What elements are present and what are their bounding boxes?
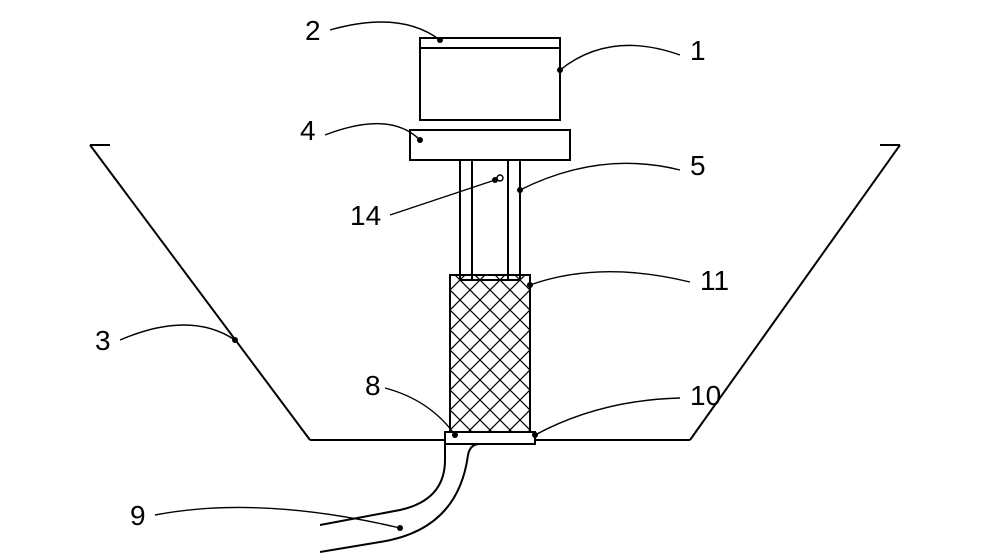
label-14: 14 bbox=[350, 200, 381, 231]
base-plate bbox=[445, 432, 535, 444]
label-10: 10 bbox=[690, 380, 721, 411]
leader-end-4 bbox=[417, 137, 423, 143]
mid-band bbox=[410, 130, 570, 160]
label-3: 3 bbox=[95, 325, 111, 356]
callout-labels: 2145141138109 bbox=[95, 15, 729, 531]
leader-10 bbox=[535, 398, 680, 435]
leader-4 bbox=[325, 124, 420, 140]
leader-3 bbox=[120, 325, 235, 340]
leader-end-14 bbox=[492, 177, 498, 183]
label-4: 4 bbox=[300, 115, 316, 146]
leader-8 bbox=[385, 388, 455, 435]
hatched-filter-block bbox=[450, 275, 530, 435]
label-8: 8 bbox=[365, 370, 381, 401]
leader-end-5 bbox=[517, 187, 523, 193]
top-box bbox=[420, 40, 560, 120]
leader-end-8 bbox=[452, 432, 458, 438]
leader-5 bbox=[520, 163, 680, 190]
label-11: 11 bbox=[700, 265, 729, 296]
leader-end-3 bbox=[232, 337, 238, 343]
leader-end-2 bbox=[437, 37, 443, 43]
leader-end-9 bbox=[397, 525, 403, 531]
label-1: 1 bbox=[690, 35, 706, 66]
label-2: 2 bbox=[305, 15, 321, 46]
label-5: 5 bbox=[690, 150, 706, 181]
label-9: 9 bbox=[130, 500, 146, 531]
leader-end-1 bbox=[557, 67, 563, 73]
leader-1 bbox=[560, 45, 680, 70]
leader-11 bbox=[530, 272, 690, 285]
outlet-pipe bbox=[310, 440, 535, 552]
leader-end-10 bbox=[532, 432, 538, 438]
leader-end-11 bbox=[527, 282, 533, 288]
